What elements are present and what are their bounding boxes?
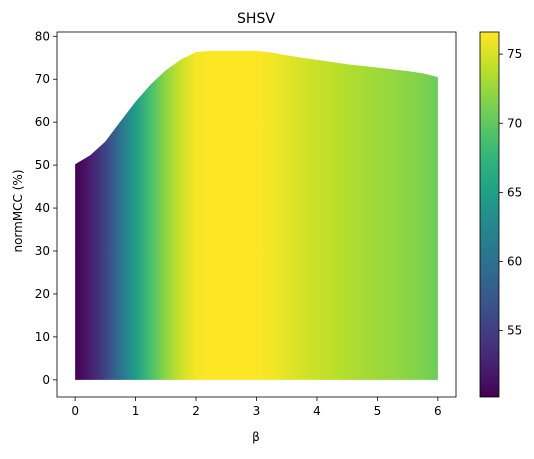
y-axis-label: normMCC (%) (11, 169, 25, 252)
y-tick-label: 50 (35, 158, 50, 172)
y-tick-label: 20 (35, 287, 50, 301)
x-tick-label: 3 (253, 404, 261, 418)
x-tick-label: 0 (71, 404, 79, 418)
y-tick-label: 80 (35, 29, 50, 43)
y-axis: 0 10 20 30 40 50 60 70 80 (35, 29, 57, 387)
x-tick-label: 2 (192, 404, 200, 418)
x-tick-label: 5 (374, 404, 382, 418)
colorbar-tick-label: 75 (507, 47, 522, 61)
chart-title: SHSV (237, 11, 275, 27)
x-tick-label: 1 (132, 404, 140, 418)
colorbar-tick-label: 65 (507, 185, 522, 199)
colorbar-ticks: 55 60 65 70 75 (499, 47, 522, 338)
y-tick-label: 0 (42, 373, 50, 387)
y-tick-label: 10 (35, 330, 50, 344)
x-axis: 0 1 2 3 4 5 6 (71, 397, 442, 418)
x-tick-label: 6 (434, 404, 442, 418)
area-series (75, 50, 438, 380)
colorbar-tick-label: 60 (507, 255, 522, 269)
plot-area: 0 1 2 3 4 5 6 0 10 20 30 40 50 60 70 80 (35, 29, 457, 418)
y-tick-label: 70 (35, 72, 50, 86)
x-axis-label: β (252, 430, 260, 444)
y-tick-label: 40 (35, 201, 50, 215)
colorbar-tick-label: 55 (507, 324, 522, 338)
colorbar-bar (479, 31, 500, 398)
x-tick-label: 4 (313, 404, 321, 418)
colorbar-tick-label: 70 (507, 116, 522, 130)
y-tick-label: 60 (35, 115, 50, 129)
colorbar: 55 60 65 70 75 (479, 31, 522, 398)
y-tick-label: 30 (35, 244, 50, 258)
